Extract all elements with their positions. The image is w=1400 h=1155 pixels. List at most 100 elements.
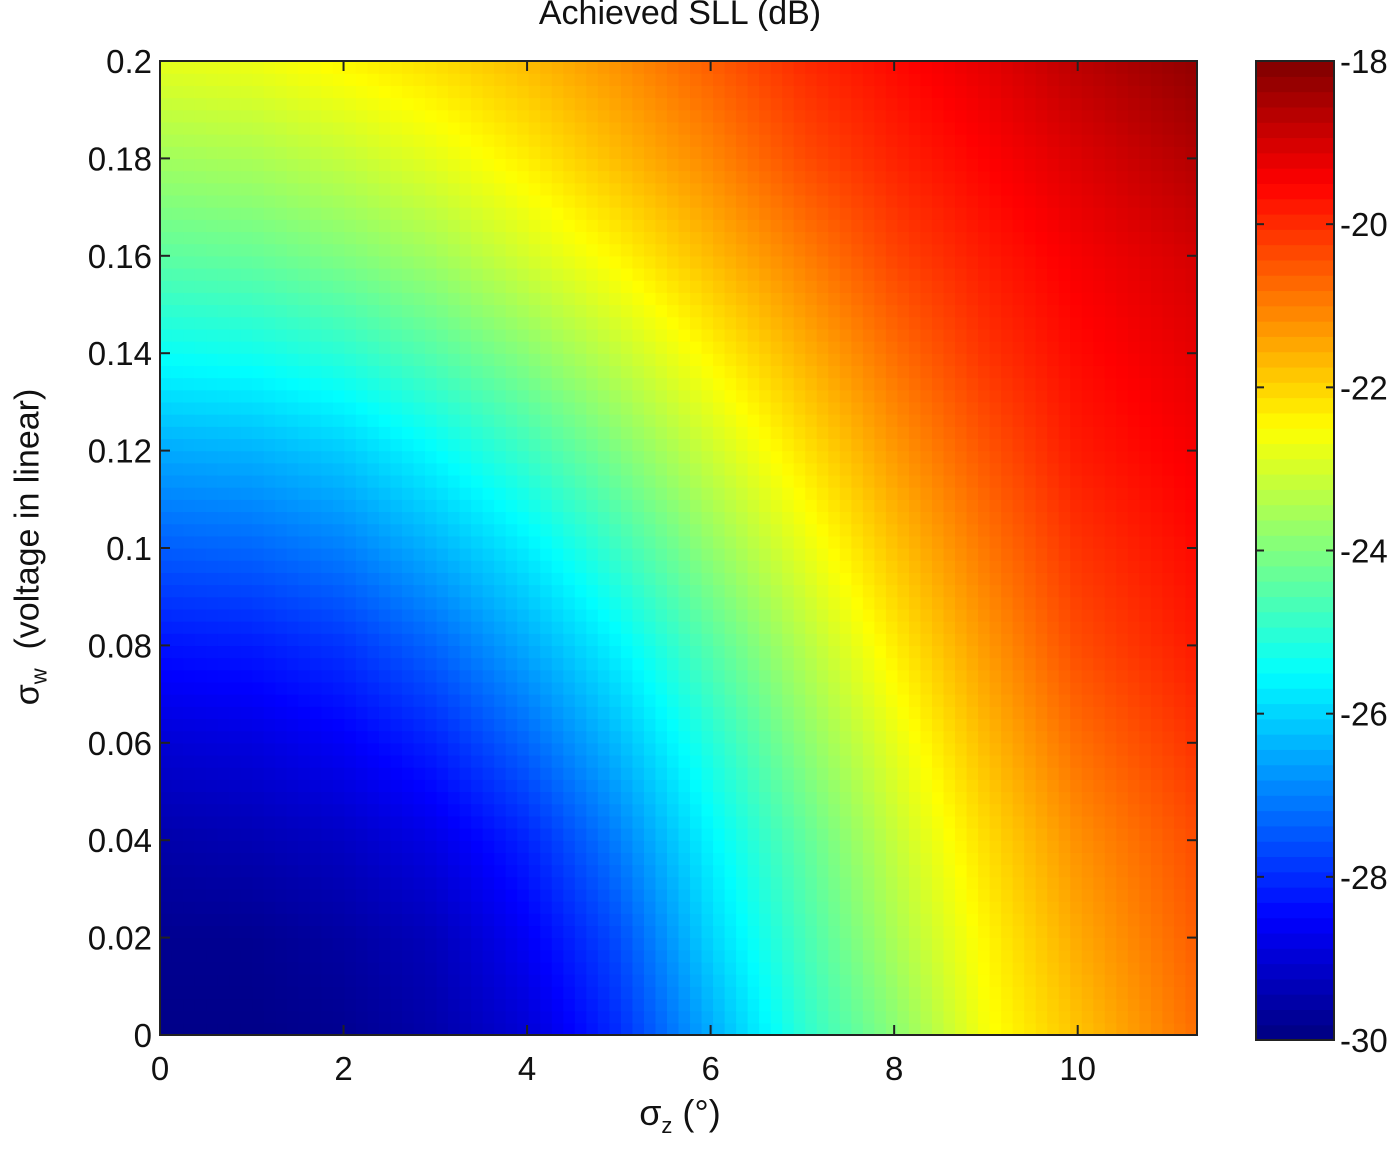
heatmap-cell <box>494 633 507 647</box>
heatmap-cell <box>1139 560 1152 573</box>
heatmap-cell <box>1104 864 1117 878</box>
heatmap-cell <box>505 742 518 756</box>
heatmap-cell <box>517 949 530 963</box>
heatmap-cell <box>367 596 380 610</box>
heatmap-cell <box>713 487 726 500</box>
heatmap-cell <box>1001 474 1014 488</box>
heatmap-cell <box>436 694 449 707</box>
heatmap-cell <box>586 730 599 744</box>
heatmap-cell <box>482 487 495 500</box>
heatmap-cell <box>217 986 230 1000</box>
heatmap-cell <box>678 694 691 707</box>
heatmap-cell <box>459 779 472 793</box>
heatmap-cell <box>171 633 184 647</box>
heatmap-cell <box>643 937 657 951</box>
heatmap-cell <box>747 974 760 987</box>
heatmap-cell <box>217 1022 230 1036</box>
heatmap-cell <box>390 389 403 403</box>
heatmap-cell <box>620 438 634 452</box>
heatmap-cell <box>286 1022 299 1036</box>
heatmap-cell <box>494 767 507 780</box>
heatmap-cell <box>908 998 922 1012</box>
heatmap-cell <box>597 1010 610 1024</box>
heatmap-cell <box>759 401 772 415</box>
heatmap-cell <box>839 608 852 622</box>
heatmap-cell <box>425 1022 438 1036</box>
heatmap-cell <box>425 828 438 841</box>
heatmap-cell <box>425 353 438 366</box>
heatmap-cell <box>747 657 760 671</box>
heatmap-cell <box>943 560 956 573</box>
heatmap-cell <box>609 706 622 720</box>
heatmap-cell <box>1150 633 1164 647</box>
heatmap-cell <box>494 523 507 537</box>
heatmap-cell <box>448 450 461 464</box>
heatmap-cell <box>401 523 415 537</box>
heatmap-cell <box>183 767 196 780</box>
heatmap-cell <box>782 937 795 951</box>
heatmap-cell <box>1104 389 1117 403</box>
heatmap-cell <box>1058 596 1071 610</box>
heatmap-cell <box>298 986 311 1000</box>
heatmap-cell <box>666 974 680 987</box>
heatmap-cell <box>321 365 334 379</box>
heatmap-cell <box>459 767 472 780</box>
heatmap-cell <box>1162 414 1175 427</box>
heatmap-cell <box>897 645 910 659</box>
heatmap-cell <box>540 986 553 1000</box>
heatmap-cell <box>966 462 979 476</box>
heatmap-cell <box>1185 815 1198 829</box>
heatmap-cell <box>862 998 875 1012</box>
heatmap-cell <box>1070 377 1083 391</box>
heatmap-cell <box>724 767 737 780</box>
heatmap-cell <box>874 499 887 513</box>
heatmap-cell <box>724 377 737 391</box>
heatmap-cell <box>851 621 864 634</box>
heatmap-cell <box>471 681 484 695</box>
heatmap-cell <box>1058 949 1071 963</box>
heatmap-cell <box>275 779 288 793</box>
heatmap-cell <box>309 523 322 537</box>
heatmap-cell <box>678 852 691 866</box>
heatmap-cell <box>263 377 276 391</box>
heatmap-cell <box>413 462 426 476</box>
heatmap-cell <box>378 937 392 951</box>
heatmap-cell <box>655 377 668 391</box>
heatmap-cell <box>713 462 726 476</box>
heatmap-cell <box>1116 718 1129 732</box>
heatmap-cell <box>1070 961 1083 975</box>
heatmap-cell <box>344 535 357 549</box>
heatmap-cell <box>448 523 461 537</box>
heatmap-cell <box>931 377 945 391</box>
heatmap-cell <box>160 645 173 659</box>
heatmap-cell <box>666 377 680 391</box>
heatmap-cell <box>1081 608 1094 622</box>
heatmap-cell <box>770 426 783 440</box>
heatmap-cell <box>563 754 576 768</box>
heatmap-cell <box>1058 487 1071 500</box>
heatmap-cell <box>551 572 564 586</box>
heatmap-cell <box>413 487 426 500</box>
heatmap-cell <box>355 499 368 513</box>
heatmap-cell <box>263 572 276 586</box>
heatmap-cell <box>1035 791 1048 805</box>
heatmap-cell <box>528 888 541 902</box>
heatmap-cell <box>1185 888 1198 902</box>
heatmap-cell <box>321 377 334 391</box>
heatmap-cell <box>874 937 887 951</box>
heatmap-cell <box>183 1010 196 1024</box>
heatmap-cell <box>252 876 265 890</box>
heatmap-cell <box>724 937 737 951</box>
heatmap-cell <box>286 888 299 902</box>
heatmap-cell <box>517 401 530 415</box>
heatmap-cell <box>862 961 875 975</box>
heatmap-cell <box>390 876 403 890</box>
heatmap-cell <box>355 864 368 878</box>
heatmap-cell <box>1104 365 1117 379</box>
heatmap-cell <box>1116 633 1129 647</box>
heatmap-cell <box>459 560 472 573</box>
heatmap-cell <box>724 828 737 841</box>
heatmap-cell <box>298 974 311 987</box>
heatmap-cell <box>459 876 472 890</box>
heatmap-cell <box>390 596 403 610</box>
